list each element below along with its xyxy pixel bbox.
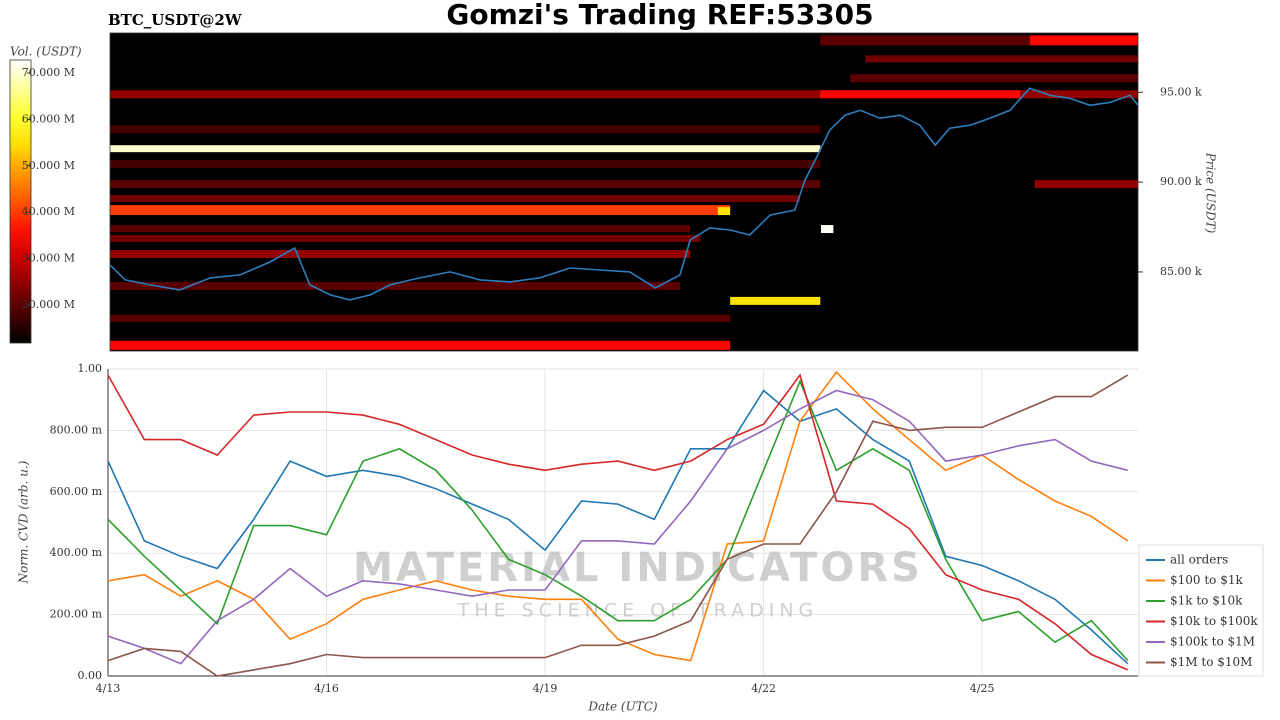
x-tick-label: 4/22 <box>751 682 776 695</box>
heat-cell <box>850 74 1138 83</box>
legend-label: $100k to $1M <box>1170 635 1255 649</box>
heat-cell <box>110 249 691 258</box>
y-tick-label: 600.00 m <box>50 485 103 498</box>
plot-frame <box>109 32 1139 352</box>
y-axis-label: Norm. CVD (arb. u.) <box>17 460 31 584</box>
y-axis-label: Price (USDT) <box>1204 152 1218 234</box>
heat-cell <box>110 180 821 189</box>
y-tick-label: 90.00 k <box>1160 175 1202 188</box>
series-line <box>107 370 1129 662</box>
series-line <box>107 374 1129 677</box>
heat-cell <box>717 207 731 216</box>
heat-cell <box>110 145 821 153</box>
chart-subtitle: BTC_USDT@2W <box>108 11 243 29</box>
plot-area <box>110 33 1138 351</box>
watermark: MATERIAL INDICATORS <box>353 545 923 591</box>
y-tick-label: 800.00 m <box>50 423 103 436</box>
heat-cell <box>110 314 731 322</box>
colorbar-tick-label: 70.000 M <box>22 66 75 79</box>
heat-cell <box>110 340 731 350</box>
x-tick-label: 4/13 <box>96 682 121 695</box>
watermark: THE SCIENCE OF TRADING <box>457 600 819 622</box>
colorbar-tick-label: 60.000 M <box>22 112 75 125</box>
colorbar-tick-label: 40.000 M <box>22 205 75 218</box>
heat-cell <box>730 296 821 305</box>
legend-label: $1k to $10k <box>1170 594 1243 608</box>
x-tick-label: 4/19 <box>533 682 558 695</box>
heat-cell <box>821 225 834 234</box>
series-line <box>107 389 1128 665</box>
heat-cell <box>820 90 1021 99</box>
heat-cell <box>110 160 821 169</box>
heat-cell <box>1029 35 1138 46</box>
heat-cell <box>110 281 680 290</box>
legend-label: all orders <box>1170 553 1228 567</box>
y-tick-label: 1.00 <box>78 362 103 375</box>
colorbar-tick-label: 20.000 M <box>22 298 75 311</box>
colorbar-tick-label: 50.000 M <box>22 159 75 172</box>
legend-label: $100 to $1k <box>1170 573 1243 587</box>
colorbar-tick-label: 30.000 M <box>22 252 75 265</box>
legend-label: $1M to $10M <box>1170 655 1252 669</box>
x-tick-label: 4/25 <box>970 682 995 695</box>
y-tick-label: 95.00 k <box>1160 85 1202 98</box>
heat-cell <box>110 235 701 242</box>
x-tick-label: 4/16 <box>314 682 339 695</box>
heat-cell <box>110 195 800 203</box>
x-axis-label: Date (UTC) <box>587 700 657 714</box>
y-tick-label: 400.00 m <box>50 546 103 559</box>
series-line <box>107 373 1129 671</box>
colorbar <box>9 59 32 344</box>
heat-cell <box>820 35 1030 46</box>
legend-label: $10k to $100k <box>1170 614 1258 628</box>
chart-title: Gomzi's Trading REF:53305 <box>446 0 873 31</box>
heat-cell <box>110 225 691 233</box>
price-line <box>109 87 1139 301</box>
y-tick-label: 85.00 k <box>1160 265 1202 278</box>
heat-cell <box>1034 180 1138 189</box>
heat-cell <box>110 205 731 216</box>
legend-box <box>1138 544 1264 677</box>
colorbar-label: Vol. (USDT) <box>10 45 82 59</box>
y-tick-label: 0.00 <box>78 669 103 682</box>
y-tick-label: 200.00 m <box>50 608 103 621</box>
series-line <box>107 389 1129 665</box>
heat-cell <box>865 55 1138 63</box>
heat-cell <box>110 90 1138 99</box>
heat-cell <box>110 125 821 134</box>
